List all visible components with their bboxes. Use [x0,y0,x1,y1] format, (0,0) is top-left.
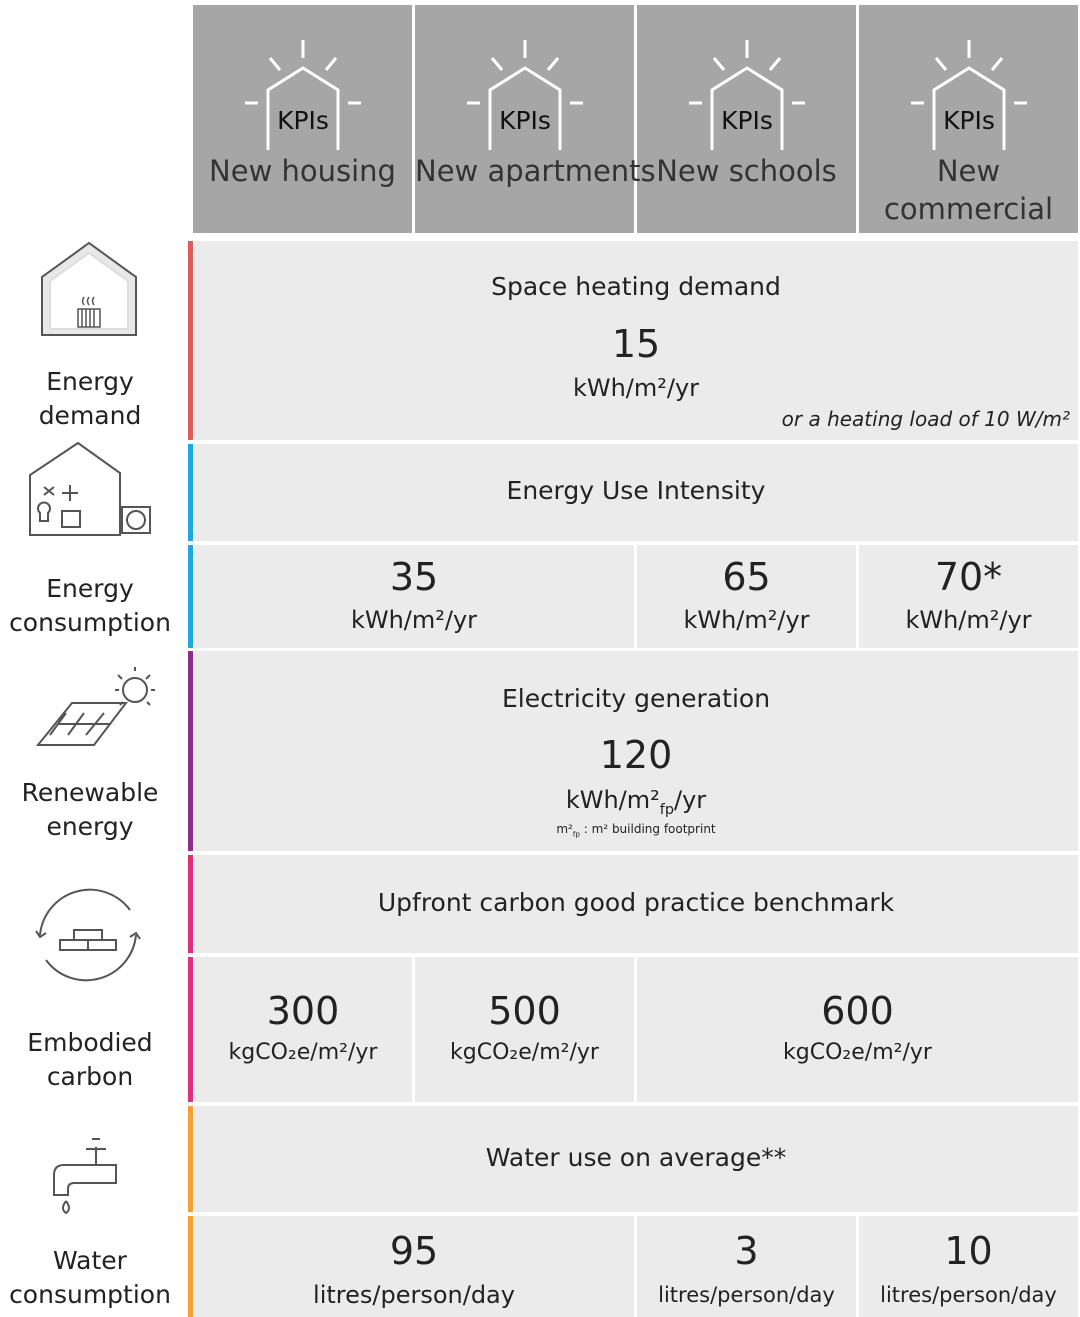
cell [194,1106,1078,1212]
value: 15 [611,322,661,366]
cell [859,545,1078,648]
value: 120 [599,733,673,777]
row-bar [188,651,193,851]
cell [194,444,1078,541]
row-bar [188,855,193,953]
value: 3 [734,1229,759,1273]
value: 65 [722,555,771,599]
unit-part: kWh/m² [565,786,660,814]
cell [859,1216,1078,1317]
row-bar [188,1216,193,1317]
row-icons [29,241,155,1215]
unit: kWh/m²/yr [683,606,810,634]
header-icons: KPIs KPIs KPIs KPIs [245,40,1027,152]
cell [415,957,634,1102]
unit: kgCO₂e/m²/yr [450,1040,599,1065]
note: or a heating load of 10 W/m² [781,407,1070,431]
unit-sub: fp [659,801,674,818]
row-label: Energy consumption [9,574,171,637]
row-label: Water consumption [9,1246,171,1309]
column-label: New apartments [415,154,656,188]
cell [637,957,1078,1102]
unit: kWh/m²fp/yr [194,786,1078,818]
row-bar [188,241,193,440]
value: 95 [389,1229,439,1273]
cell [194,957,412,1102]
row-label: Embodied carbon [27,1028,153,1091]
kpi-badge: KPIs [943,106,995,135]
footnote-part: m² [556,822,573,836]
unit: litres/person/day [880,1283,1057,1307]
unit: kWh/m²/yr [350,606,478,634]
cell [194,855,1078,953]
metric: Electricity generation [501,684,771,713]
row-bar [188,957,193,1102]
unit: kgCO₂e/m²/yr [228,1040,378,1065]
unit: litres/person/day [658,1283,835,1307]
footnote-sub: fp [572,829,580,839]
metric: Energy Use Intensity [506,476,766,505]
kpi-badge: KPIs [721,106,773,135]
cell [194,651,1078,851]
row-bar [188,1106,193,1212]
metric: Water use on average** [485,1143,787,1172]
cell [637,545,856,648]
kpi-badge: KPIs [499,106,551,135]
value: 10 [944,1229,993,1273]
cell [194,545,634,648]
row-label: Energy demand [38,367,142,430]
cell [194,1216,634,1317]
row-bar [188,545,193,648]
value: 600 [821,989,894,1033]
footnote-part: : m² building footprint [579,822,716,836]
row-label: Renewable energy [21,778,159,841]
unit: litres/person/day [313,1281,515,1309]
unit-part: /yr [673,786,707,814]
kpi-badge: KPIs [277,106,329,135]
unit: kWh/m²/yr [905,606,1032,634]
row-bar [188,444,193,541]
value: 35 [389,555,439,599]
column-label: New commercial [883,154,1054,226]
column-label: New schools [656,154,837,188]
footnote: m²fp : m² building footprint [194,822,1078,838]
value: 300 [266,989,340,1033]
kpi-icons [245,40,1027,152]
unit: kgCO₂e/m²/yr [783,1040,932,1065]
unit: kWh/m²/yr [572,374,700,402]
metric: Upfront carbon good practice benchmark [377,888,895,917]
value: 500 [488,989,561,1033]
cell [194,241,1078,440]
metric: Space heating demand [491,272,781,301]
value: 70* [934,555,1003,599]
cell [637,1216,856,1317]
column-label: New housing [209,154,396,188]
